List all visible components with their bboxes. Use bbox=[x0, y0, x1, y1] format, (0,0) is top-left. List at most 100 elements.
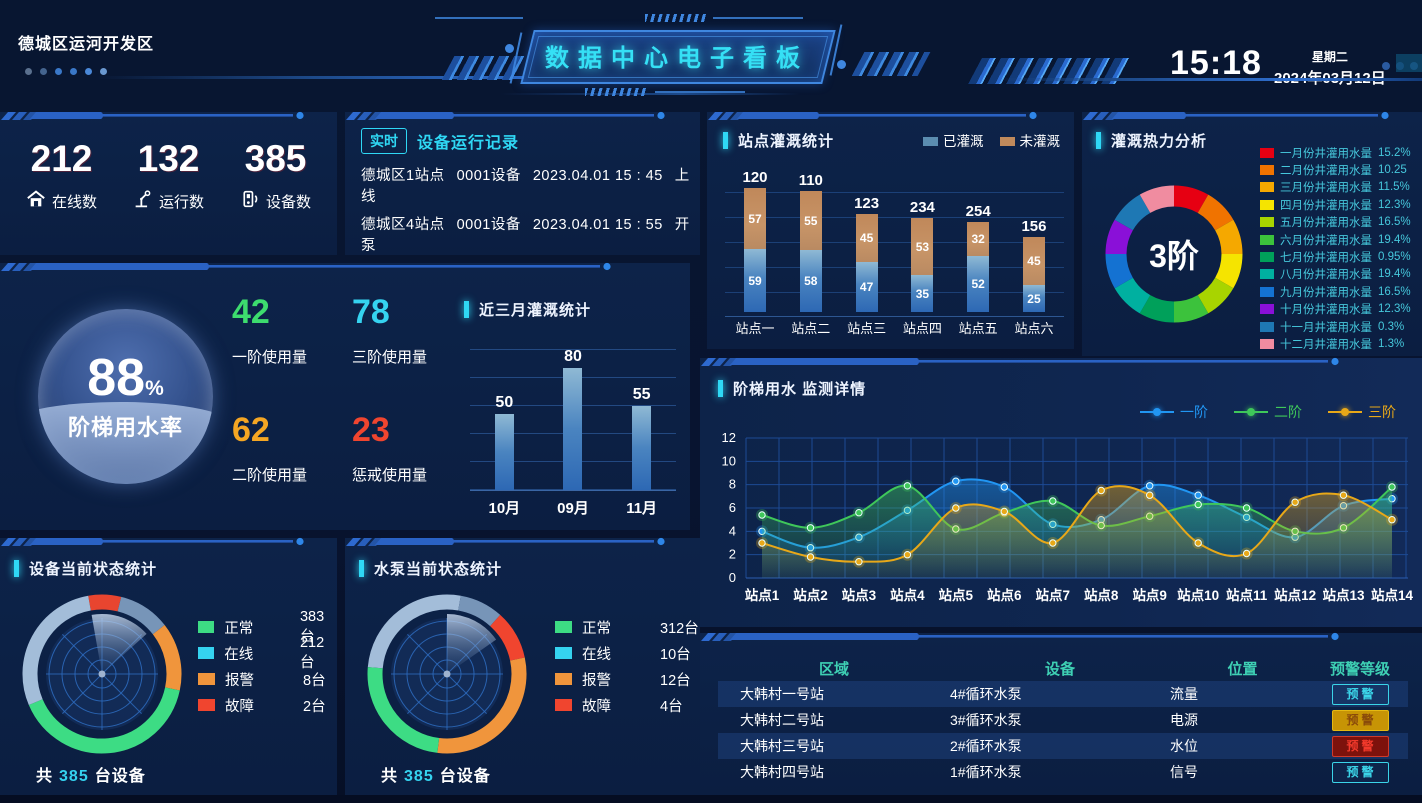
panel-decoration bbox=[345, 536, 700, 548]
panel-run-log: 实时 设备运行记录 德城区1站点 0001设备 2023.04.01 15 : 45… bbox=[345, 111, 700, 303]
table-row[interactable]: 大韩村三号站 2#循环水泵 水位 预警 bbox=[718, 733, 1408, 759]
svg-text:6: 6 bbox=[729, 500, 736, 515]
recent-months-section: 近三月灌溉统计 50 80 55 10月 09月 11月 bbox=[462, 287, 684, 525]
x-label: 09月 bbox=[557, 500, 589, 517]
svg-text:站点5: 站点5 bbox=[939, 587, 974, 603]
x-axis bbox=[725, 316, 1064, 317]
panel-decoration bbox=[707, 110, 1074, 122]
panel-decoration bbox=[0, 536, 337, 548]
heat-legend-item: 二月份井灌用水量 10.25 bbox=[1260, 161, 1416, 178]
table-row[interactable]: 大韩村一号站 4#循环水泵 流量 预警 bbox=[718, 681, 1408, 707]
stacked-bar: 123 45 47 站点三 bbox=[847, 195, 887, 336]
legend-tier1: 一阶 bbox=[1140, 402, 1208, 422]
bar: 55 bbox=[617, 386, 667, 490]
pump-status-legend: 正常 312台 在线 10台 报警 12台 故障 4台 bbox=[555, 614, 699, 718]
panel-decoration bbox=[1082, 110, 1422, 122]
legend-normal: 正常 312台 bbox=[555, 614, 699, 640]
svg-text:10: 10 bbox=[722, 453, 736, 468]
alert-badge[interactable]: 预警 bbox=[1331, 761, 1389, 783]
date-block: 星期二 2024年03月12日 bbox=[1274, 48, 1386, 88]
step-water-line-chart: 0 2 4 6 8 10 12 bbox=[722, 430, 1414, 603]
water-rate-value: 88 bbox=[87, 348, 146, 407]
heat-legend-item: 八月份井灌用水量 19.4% bbox=[1260, 266, 1416, 283]
stat-running: 132 运行数 bbox=[133, 138, 204, 212]
heat-donut-chart bbox=[1105, 185, 1243, 323]
device-label: 设备数 bbox=[265, 193, 311, 211]
panel-station-irrigation: 站点灌溉统计 已灌溉 未灌溉 120 57 59 站点一 110 55 58 站… bbox=[707, 110, 1074, 349]
bar: 50 bbox=[479, 394, 529, 490]
bottom-strip bbox=[0, 795, 1422, 803]
table-row[interactable]: 大韩村四号站 1#循环水泵 信号 预警 bbox=[718, 759, 1408, 785]
table-row[interactable]: 大韩村二号站 3#循环水泵 电源 预警 bbox=[718, 707, 1408, 733]
stat-online: 212 在线数 bbox=[26, 138, 97, 212]
x-label: 10月 bbox=[488, 500, 521, 517]
panel-decoration bbox=[0, 261, 690, 273]
device-total: 共 385 台设备 bbox=[36, 768, 146, 785]
log-entry: 德城区4站点 0001设备 2023.04.01 15 : 55 开泵 bbox=[361, 217, 690, 254]
legend-fault: 故障 4台 bbox=[555, 692, 699, 718]
device-status-title: 设备当前状态统计 bbox=[29, 561, 158, 578]
header-hatch-right bbox=[851, 52, 931, 76]
recent-months-title: 近三月灌溉统计 bbox=[479, 302, 592, 319]
robot-arm-icon bbox=[133, 190, 153, 212]
alert-badge[interactable]: 预警 bbox=[1331, 735, 1389, 757]
heat-legend-item: 四月份井灌用水量 12.3% bbox=[1260, 196, 1416, 213]
svg-text:站点3: 站点3 bbox=[842, 587, 877, 603]
log-panel-title: 设备运行记录 bbox=[417, 135, 520, 152]
svg-text:站点7: 站点7 bbox=[1036, 587, 1071, 603]
svg-text:站点4: 站点4 bbox=[890, 587, 925, 603]
gridlines bbox=[725, 192, 1064, 316]
water-sphere bbox=[38, 309, 213, 484]
table-header: 区域 设备 位置 预警等级 bbox=[818, 660, 1390, 678]
alert-badge[interactable]: 预警 bbox=[1331, 709, 1389, 731]
stacked-bar: 234 53 35 站点四 bbox=[902, 199, 942, 336]
legend-tier3: 三阶 bbox=[1328, 402, 1396, 422]
svg-text:站点11: 站点11 bbox=[1226, 587, 1268, 603]
svg-text:8: 8 bbox=[729, 477, 736, 492]
online-count: 212 bbox=[30, 138, 93, 179]
alert-badge[interactable]: 预警 bbox=[1331, 683, 1389, 705]
panel-step-water-monitor: 阶梯用水 监测详情 一阶 二阶 三阶 0 2 4 6 8 10 12 bbox=[700, 357, 1422, 627]
line-chart-legend: 一阶 二阶 三阶 bbox=[1140, 402, 1396, 422]
station-irrigation-title: 站点灌溉统计 bbox=[738, 133, 835, 150]
header: 德城区运河开发区 数据中心电子看板 15:18 星期二 2024年03月12日 bbox=[0, 0, 1422, 108]
heat-legend: 一月份井灌用水量 15.2% 二月份井灌用水量 10.25 三月份井灌用水量 11.5… bbox=[1260, 144, 1416, 353]
svg-text:站点6: 站点6 bbox=[987, 587, 1022, 603]
heat-legend-item: 三月份井灌用水量 11.5% bbox=[1260, 179, 1416, 196]
heat-legend-item: 一月份井灌用水量 15.2% bbox=[1260, 144, 1416, 161]
heat-legend-item: 六月份井灌用水量 19.4% bbox=[1260, 231, 1416, 248]
heat-title: 灌溉热力分析 bbox=[1111, 133, 1208, 150]
stacked-bar-chart: 120 57 59 站点一 110 55 58 站点二 123 45 47 站点… bbox=[729, 169, 1060, 337]
header-line-left bbox=[95, 76, 645, 79]
stat-tier2: 62 二阶使用量 bbox=[232, 411, 308, 484]
svg-text:站点8: 站点8 bbox=[1084, 587, 1119, 603]
log-entry: 德城区1站点 0001设备 2023.04.01 15 : 45 上线 bbox=[361, 168, 690, 205]
svg-text:0: 0 bbox=[729, 570, 736, 585]
heat-legend-item: 五月份井灌用水量 16.5% bbox=[1260, 214, 1416, 231]
legend-alarm: 报警 8台 bbox=[198, 666, 337, 692]
svg-text:12: 12 bbox=[722, 430, 736, 445]
stacked-bar: 110 55 58 站点二 bbox=[791, 172, 831, 336]
panel-decoration bbox=[700, 631, 1422, 643]
svg-text:站点2: 站点2 bbox=[793, 587, 828, 603]
stacked-bar: 156 45 25 站点六 bbox=[1014, 218, 1054, 336]
panel-device-status: 设备当前状态统计 正常 383台 在线 212台 报警 8台 故障 2台 共 385 台设备 bbox=[0, 536, 337, 795]
svg-text:站点13: 站点13 bbox=[1322, 587, 1365, 603]
station-irrigation-legend: 已灌溉 未灌溉 bbox=[923, 130, 1060, 150]
stat-tier3: 78 三阶使用量 bbox=[352, 293, 428, 366]
plaque-slashes-top bbox=[645, 14, 707, 22]
x-label: 11月 bbox=[626, 500, 658, 517]
panel-pump-status: 水泵当前状态统计 正常 312台 在线 10台 报警 12台 故障 4台 共 385 台设备 bbox=[345, 536, 700, 795]
stat-total: 385 设备数 bbox=[240, 138, 311, 212]
stacked-bar: 120 57 59 站点一 bbox=[735, 169, 775, 336]
panel-device-counts: 212 在线数 132 运行数 385 设备数 bbox=[0, 111, 337, 255]
online-label: 在线数 bbox=[51, 193, 97, 211]
device-status-legend: 正常 383台 在线 212台 报警 8台 故障 2台 bbox=[198, 609, 337, 718]
device-status-ring-chart bbox=[22, 594, 182, 754]
line-chart-title: 阶梯用水 监测详情 bbox=[733, 381, 867, 398]
stacked-bar: 254 32 52 站点五 bbox=[958, 203, 998, 336]
svg-text:站点9: 站点9 bbox=[1132, 587, 1167, 603]
legend-alarm: 报警 12台 bbox=[555, 666, 699, 692]
legend-fault: 故障 2台 bbox=[198, 692, 337, 718]
